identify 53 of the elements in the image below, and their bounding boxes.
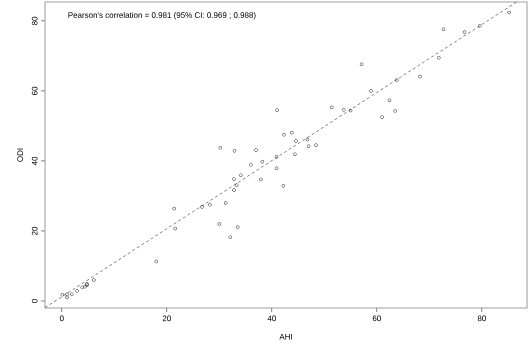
point xyxy=(232,177,236,181)
point xyxy=(348,108,352,112)
point xyxy=(294,139,298,143)
point xyxy=(418,74,422,78)
point xyxy=(395,78,399,82)
point xyxy=(360,62,364,66)
point xyxy=(60,292,64,296)
point xyxy=(330,106,334,110)
point xyxy=(75,289,79,293)
point xyxy=(173,226,177,230)
point xyxy=(442,28,446,32)
point xyxy=(306,144,310,148)
point xyxy=(306,138,310,142)
point xyxy=(478,24,482,28)
point xyxy=(249,163,253,167)
point xyxy=(388,98,392,102)
point xyxy=(65,292,69,296)
point xyxy=(234,183,238,187)
point xyxy=(236,225,240,229)
point xyxy=(172,206,176,210)
point xyxy=(65,296,69,300)
point xyxy=(228,236,232,240)
point xyxy=(290,130,294,134)
point xyxy=(80,286,84,290)
point xyxy=(70,292,74,296)
point xyxy=(224,201,228,205)
point xyxy=(462,30,466,34)
point xyxy=(282,184,286,188)
point xyxy=(314,143,318,147)
point xyxy=(393,109,397,113)
point xyxy=(274,155,278,158)
point xyxy=(259,178,263,182)
point xyxy=(293,152,297,156)
point xyxy=(254,148,258,152)
point xyxy=(218,222,222,226)
point xyxy=(218,146,222,150)
point xyxy=(92,278,96,282)
point xyxy=(232,149,236,153)
point xyxy=(380,115,384,119)
point xyxy=(437,56,441,60)
point xyxy=(260,160,264,164)
point xyxy=(232,188,236,192)
point xyxy=(154,260,158,264)
point xyxy=(239,174,243,178)
point xyxy=(200,205,204,209)
point xyxy=(369,89,373,93)
point xyxy=(342,108,346,112)
point xyxy=(83,284,87,288)
point xyxy=(282,132,286,136)
point xyxy=(274,166,278,170)
point xyxy=(275,108,279,112)
point xyxy=(208,202,212,206)
point xyxy=(507,10,511,14)
